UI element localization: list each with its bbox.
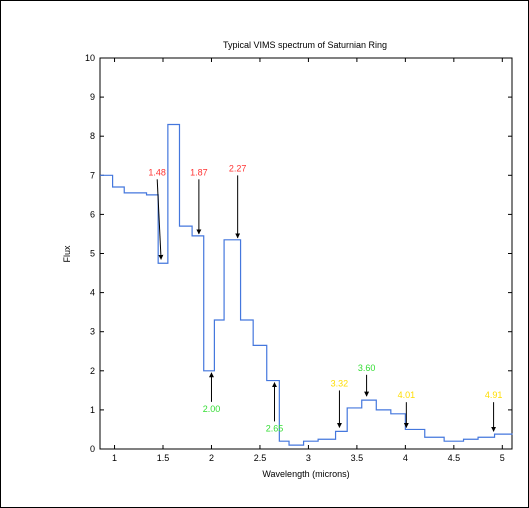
y-tick-label: 3 xyxy=(90,327,95,337)
annotation-label: 2.27 xyxy=(229,163,247,173)
y-axis-label: Flux xyxy=(62,245,72,263)
x-axis: 1 1.5 2 2.5 3 3.5 4 4.5 5 xyxy=(112,58,505,463)
x-axis-label: Wavelength (microns) xyxy=(262,469,349,479)
y-tick-label: 8 xyxy=(90,131,95,141)
annotation-arrow xyxy=(156,179,164,260)
chart-title: Typical VIMS spectrum of Saturnian Ring xyxy=(223,40,387,50)
annotation-label: 1.87 xyxy=(190,167,208,177)
y-tick-label: 1 xyxy=(90,405,95,415)
y-axis: 0 1 2 3 4 5 6 7 8 9 10 xyxy=(85,53,512,454)
x-tick-label: 4.5 xyxy=(448,453,461,463)
annotation-label: 2.00 xyxy=(203,404,221,414)
y-tick-label: 6 xyxy=(90,209,95,219)
x-tick-label: 1.5 xyxy=(157,453,170,463)
y-tick-label: 7 xyxy=(90,170,95,180)
annotation-label: 3.32 xyxy=(331,378,349,388)
x-tick-label: 5 xyxy=(500,453,505,463)
spectrum-line xyxy=(100,123,513,446)
plot-area xyxy=(99,57,513,450)
annotation-label: 4.01 xyxy=(398,390,416,400)
x-tick-label: 2 xyxy=(209,453,214,463)
y-tick-label: 2 xyxy=(90,366,95,376)
y-tick-label: 4 xyxy=(90,288,95,298)
annotation-label: 3.60 xyxy=(358,363,376,373)
x-tick-label: 1 xyxy=(112,453,117,463)
x-tick-label: 3.5 xyxy=(351,453,364,463)
annotation-label: 2.65 xyxy=(266,423,284,433)
x-tick-label: 4 xyxy=(403,453,408,463)
annotation-label: 4.91 xyxy=(485,390,503,400)
annotations: 1.48 1.87 2.27 2.00 2.65 3.32 3.60 4.01 4.91 xyxy=(148,163,502,433)
y-tick-label: 10 xyxy=(85,53,95,63)
x-tick-label: 3 xyxy=(306,453,311,463)
y-tick-label: 9 xyxy=(90,92,95,102)
y-tick-label: 0 xyxy=(90,444,95,454)
annotation-label: 1.48 xyxy=(148,167,166,177)
y-tick-label: 5 xyxy=(90,249,95,259)
x-tick-label: 2.5 xyxy=(254,453,267,463)
